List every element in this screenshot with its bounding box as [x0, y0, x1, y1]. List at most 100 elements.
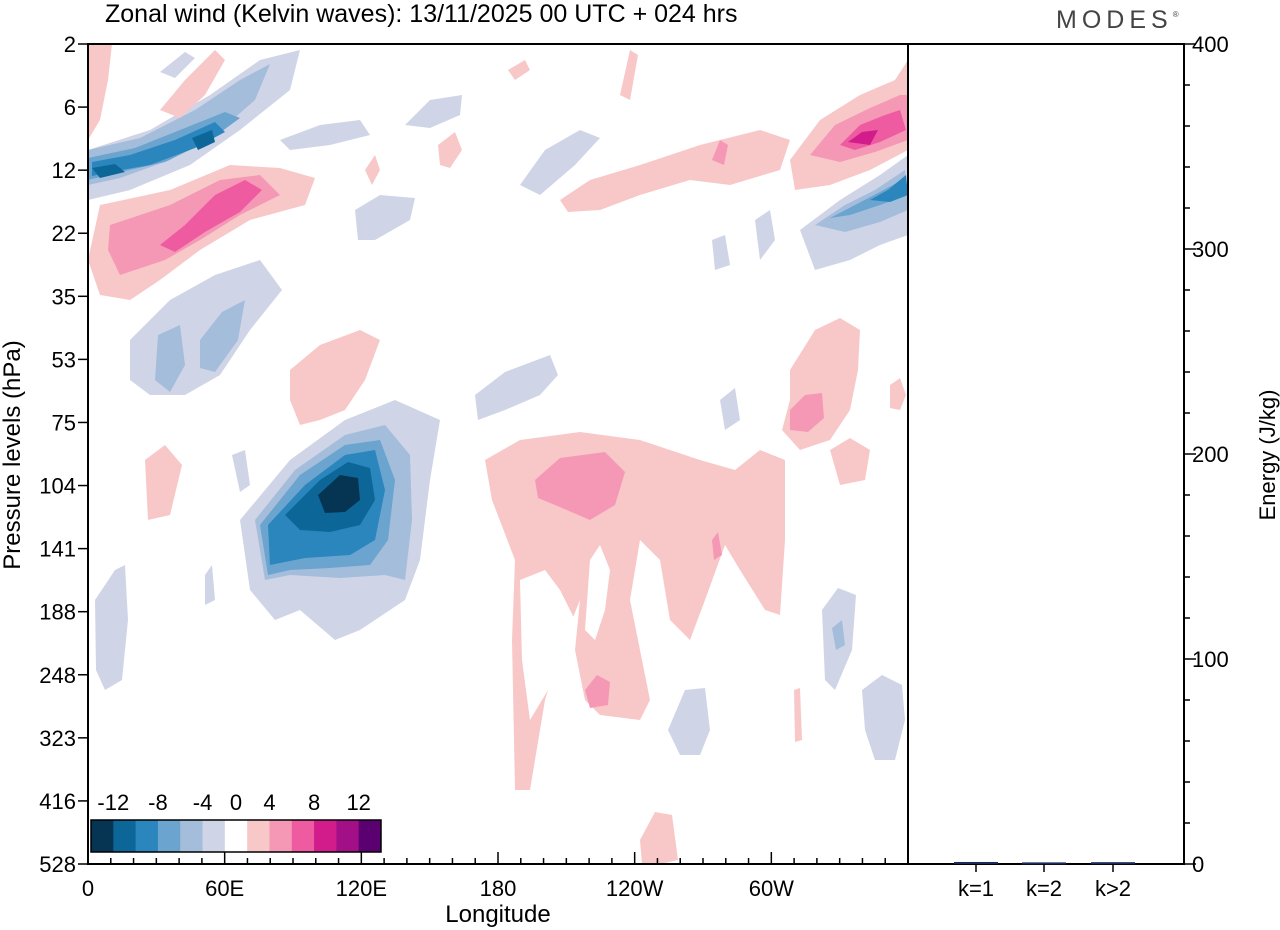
colorbar-swatch — [269, 820, 293, 852]
x-tick-label: 60E — [205, 876, 244, 901]
contour-pos-light — [438, 132, 462, 168]
contour-neg-medium — [832, 620, 845, 650]
colorbar-label: 4 — [263, 790, 275, 815]
y-tick-label: 323 — [39, 726, 76, 751]
contour-pos-light — [620, 50, 638, 100]
y-tick-label: 75 — [52, 410, 76, 435]
x-tick-label: 120E — [336, 876, 387, 901]
x-axis: 0 60E 120E 180 120W 60W — [82, 852, 909, 901]
contour-pos-light — [560, 130, 790, 212]
contour-field — [88, 44, 908, 864]
contour-neg-core — [92, 122, 225, 176]
energy-axis: 0 100 200 300 400 — [1184, 32, 1229, 877]
contour-neg-medium — [200, 300, 245, 372]
contour-pos-medium — [790, 393, 824, 432]
energy-bars: k=1 k=2 k>2 — [954, 861, 1135, 901]
x-tick-label: 180 — [480, 876, 517, 901]
contour-neg-medium — [155, 325, 185, 392]
energy-tick-label: 400 — [1192, 32, 1229, 57]
energy-category-label: k=2 — [1026, 876, 1062, 901]
energy-panel-frame — [907, 43, 1185, 865]
contour-pos-light — [890, 378, 906, 410]
colorbar-swatch — [314, 820, 337, 852]
energy-category-label: k=1 — [958, 876, 994, 901]
contour-pos-deep — [848, 130, 878, 145]
colorbar-swatch — [336, 820, 360, 852]
y-tick-label: 141 — [39, 537, 76, 562]
x-tick-label: 120W — [606, 876, 664, 901]
colorbar-label: -4 — [193, 790, 213, 815]
colorbar-swatch — [113, 820, 137, 852]
contour-pos-medium — [712, 532, 722, 560]
colorbar-swatch — [91, 820, 114, 852]
contour-pos-light — [830, 438, 870, 485]
colorbar-swatch — [180, 820, 204, 852]
contour-pos-light — [145, 445, 182, 520]
x-tick-label: 0 — [82, 876, 94, 901]
colorbar-label: 8 — [308, 790, 320, 815]
contour-neg-light — [205, 565, 215, 605]
contour-neg-light — [475, 355, 558, 420]
energy-bar — [1022, 862, 1066, 865]
energy-tick-label: 100 — [1192, 647, 1229, 672]
y-tick-label: 104 — [39, 474, 76, 499]
y-tick-label: 188 — [39, 600, 76, 625]
contour-neg-strong — [830, 180, 908, 218]
energy-tick-label: 200 — [1192, 442, 1229, 467]
contour-neg-light — [520, 130, 600, 195]
contour-neg-core — [870, 175, 908, 202]
contour-pos-light — [640, 812, 678, 864]
contour-neg-light — [712, 235, 730, 270]
y-tick-label: 22 — [52, 221, 76, 246]
contour-pos-light — [508, 60, 530, 80]
contour-neg-light — [232, 450, 250, 492]
x-tick-label: 60W — [749, 876, 794, 901]
y-axis: 2 6 12 22 35 53 75 104 141 188 248 323 416 528 — [39, 32, 88, 877]
contour-neg-light — [862, 675, 905, 760]
colorbar-swatch — [202, 820, 226, 852]
contour-zero — [520, 570, 575, 720]
energy-bar — [954, 861, 998, 864]
contour-pos-strong — [160, 180, 262, 252]
contour-neg-light — [405, 95, 462, 128]
contour-neg-light — [160, 52, 195, 78]
contour-pos-light — [160, 50, 225, 118]
y-axis-title: Pressure levels (hPa) — [0, 340, 26, 569]
brand-text: MODES — [1056, 6, 1173, 34]
contour-neg-light — [280, 120, 370, 150]
contour-pos-light — [290, 330, 380, 425]
y-tick-label: 35 — [52, 284, 76, 309]
colorbar: -12 -8 -4 0 4 8 12 — [90, 790, 382, 853]
y-tick-label: 248 — [39, 663, 76, 688]
contour-pos-light — [365, 155, 380, 185]
registered-mark: ® — [1172, 10, 1179, 19]
contour-neg-light — [668, 688, 710, 755]
colorbar-swatch — [247, 820, 270, 852]
colorbar-swatch — [358, 820, 382, 852]
contour-zero — [585, 545, 610, 640]
contour-pos-medium — [712, 140, 728, 165]
colorbar-label: -8 — [148, 790, 168, 815]
chart-title: Zonal wind (Kelvin waves): 13/11/2025 00… — [105, 0, 738, 28]
y-tick-label: 528 — [39, 852, 76, 877]
y-tick-label: 2 — [64, 32, 76, 57]
energy-tick-label: 0 — [1192, 852, 1204, 877]
colorbar-swatch — [224, 820, 248, 852]
y-tick-label: 53 — [52, 347, 76, 372]
y-tick-label: 6 — [64, 95, 76, 120]
colorbar-swatch — [157, 820, 181, 852]
modes-logo: MODES® — [1056, 6, 1179, 35]
contour-pos-light — [485, 432, 785, 790]
energy-axis-title: Energy (J/kg) — [1255, 390, 1280, 521]
contour-neg-darkest — [318, 475, 360, 513]
contour-pos-light — [88, 44, 112, 140]
contour-pos-light — [794, 688, 802, 742]
energy-category-label: k>2 — [1095, 876, 1131, 901]
contour-pos-medium — [535, 452, 625, 520]
colorbar-swatch — [135, 820, 159, 852]
contour-neg-light — [755, 210, 775, 260]
contour-neg-deep — [92, 164, 125, 178]
y-tick-label: 12 — [52, 158, 76, 183]
colorbar-label: 12 — [346, 790, 370, 815]
